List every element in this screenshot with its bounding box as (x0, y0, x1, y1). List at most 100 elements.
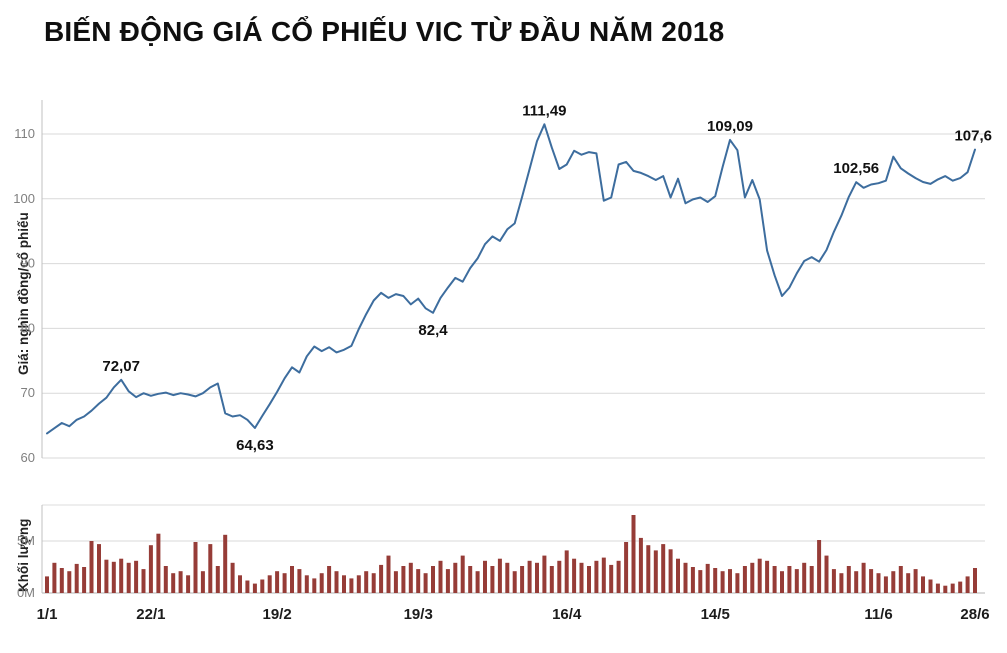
price-ytick-label: 90 (21, 256, 35, 271)
volume-bar (624, 542, 629, 593)
price-annotation: 107,6 (954, 128, 992, 145)
volume-bar (854, 571, 859, 593)
price-ytick-label: 70 (21, 385, 35, 400)
price-annotation: 102,56 (833, 160, 879, 177)
volume-bar (111, 561, 116, 593)
volume-bar (423, 573, 428, 593)
volume-bar (557, 560, 562, 593)
volume-bar (141, 569, 146, 593)
price-ytick-label: 100 (13, 191, 35, 206)
volume-bar (52, 562, 57, 593)
volume-bar (935, 583, 940, 593)
volume-bar (223, 534, 228, 593)
volume-bar (750, 562, 755, 593)
volume-bar (134, 560, 139, 593)
volume-bar (245, 580, 250, 593)
volume-bar (572, 558, 577, 593)
volume-bar (505, 562, 510, 593)
volume-bar (616, 560, 621, 593)
volume-bar (453, 562, 458, 593)
volume-bar (542, 555, 547, 593)
volume-bar (839, 573, 844, 593)
volume-bar (260, 579, 265, 593)
volume-bar (342, 575, 346, 593)
volume-bar (364, 571, 369, 593)
volume-bar (943, 585, 948, 593)
volume-bar (973, 568, 977, 593)
volume-bar (104, 559, 109, 593)
volume-bar (869, 569, 874, 593)
volume-bar (891, 571, 896, 593)
volume-bar (490, 566, 495, 593)
volume-bar (408, 562, 413, 593)
volume-bar (126, 562, 131, 593)
volume-bar (215, 566, 220, 593)
volume-bar (171, 573, 176, 593)
volume-bar (527, 560, 532, 593)
volume-bar (431, 566, 435, 593)
volume-bar (200, 571, 205, 593)
volume-bar (646, 545, 651, 593)
volume-bar (312, 578, 317, 593)
volume-bar (356, 575, 361, 593)
volume-bar (661, 544, 666, 593)
volume-bar (921, 576, 925, 593)
price-annotation: 72,07 (102, 358, 140, 375)
volume-bar (549, 566, 554, 593)
volume-bar (178, 571, 183, 593)
volume-bar (468, 566, 473, 593)
volume-bar (780, 571, 784, 593)
volume-bar (520, 566, 525, 593)
volume-bar (535, 562, 539, 593)
volume-bar (883, 576, 888, 593)
volume-bar (282, 573, 287, 593)
volume-bar (802, 562, 807, 593)
x-tick-label: 19/3 (404, 606, 433, 623)
volume-bar (668, 549, 673, 593)
volume-bar (119, 558, 124, 593)
volume-bar (475, 571, 480, 593)
volume-bar (742, 566, 747, 593)
volume-ytick-label: 0M (17, 585, 35, 600)
volume-bar (705, 563, 710, 593)
volume-ytick-label: 5M (17, 533, 35, 548)
volume-bar (831, 569, 836, 593)
price-annotation: 64,63 (236, 437, 274, 454)
chart-title: BIẾN ĐỘNG GIÁ CỔ PHIẾU VIC TỪ ĐẦU NĂM 20… (44, 16, 725, 47)
volume-bar (965, 576, 970, 593)
volume-bar (906, 573, 911, 593)
price-ytick-label: 80 (21, 320, 35, 335)
volume-bar (787, 566, 792, 593)
price-line (46, 123, 976, 435)
volume-bar (698, 570, 703, 593)
volume-bar (252, 583, 257, 593)
volume-bar (74, 563, 79, 593)
volume-bar (230, 562, 235, 593)
volume-bar (765, 560, 770, 593)
volume-bar (898, 566, 903, 593)
x-tick-label: 22/1 (136, 606, 165, 623)
volume-bar (683, 562, 688, 593)
volume-bar (772, 566, 777, 593)
volume-bar (676, 558, 680, 593)
volume-bar (638, 537, 643, 593)
x-tick-label: 1/1 (37, 606, 58, 623)
volume-bar (846, 566, 851, 593)
volume-bar (579, 562, 584, 593)
volume-bar (193, 542, 198, 593)
volume-bar (386, 555, 391, 593)
volume-bar (82, 567, 87, 593)
volume-bar (59, 568, 64, 593)
volume-bar (267, 575, 272, 593)
volume-bar (416, 569, 421, 593)
volume-bar (958, 581, 963, 593)
volume-bar (928, 579, 933, 593)
volume-bar (809, 566, 814, 593)
volume-bar (587, 566, 591, 593)
volume-bar (483, 560, 487, 593)
volume-bar (163, 566, 168, 593)
x-tick-label: 19/2 (262, 606, 291, 623)
volume-bar (438, 560, 443, 593)
volume-bar (445, 569, 450, 593)
